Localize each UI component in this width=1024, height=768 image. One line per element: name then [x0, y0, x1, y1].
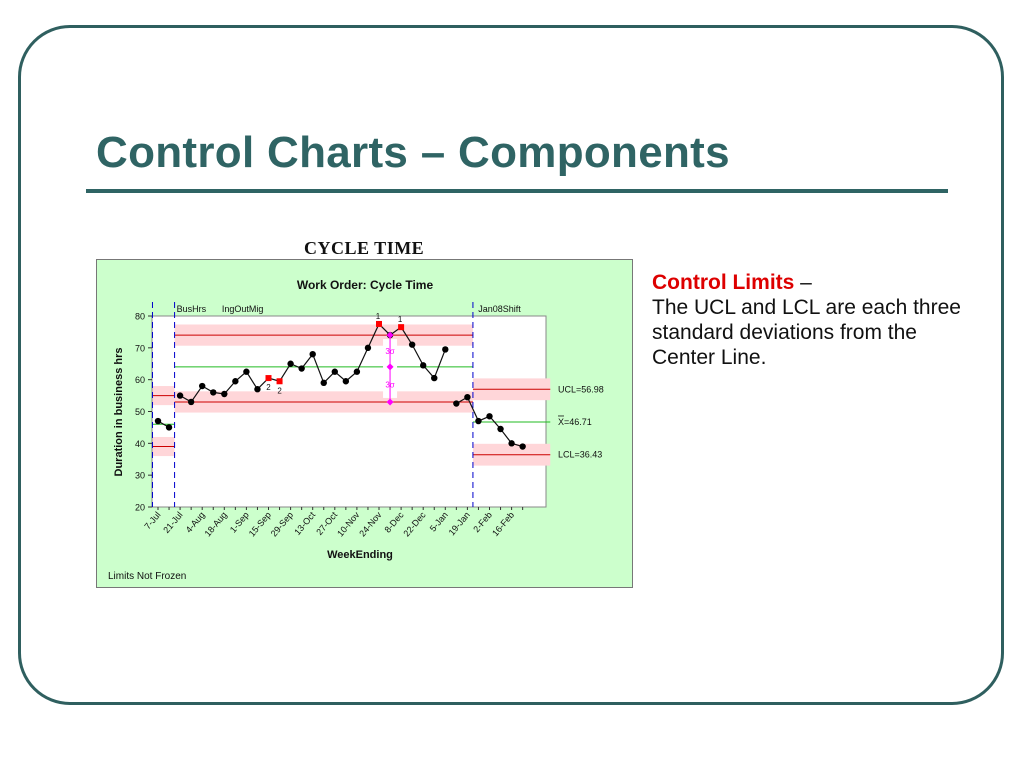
footnote: Limits Not Frozen [108, 571, 186, 582]
out-of-control-point [265, 375, 272, 382]
data-point [475, 417, 482, 425]
data-point [287, 360, 294, 367]
data-point [519, 443, 526, 450]
data-point [497, 425, 504, 433]
sigma-marker [386, 331, 394, 339]
rule-label: 1 [376, 312, 381, 321]
control-chart: Work Order: Cycle Time BusHrs IngOutMig Ja… [96, 259, 633, 588]
rule-label: 1 [398, 315, 403, 324]
data-point [508, 440, 515, 447]
data-point [154, 417, 162, 425]
out-of-control-point [376, 320, 382, 327]
data-point [408, 341, 416, 348]
y-tick-label: 20 [135, 503, 145, 513]
out-of-control-point [276, 378, 283, 385]
data-point [254, 386, 261, 393]
rule-label: 2 [277, 386, 282, 395]
data-point [320, 379, 327, 387]
data-point [187, 398, 195, 406]
y-tick-label: 30 [135, 471, 145, 481]
data-point [176, 392, 184, 399]
center-symbol: X [558, 417, 564, 427]
data-point [210, 389, 217, 396]
data-point [364, 344, 372, 352]
title-rule [86, 189, 948, 193]
rule-label: 2 [266, 383, 271, 392]
data-point [420, 362, 427, 369]
data-point [221, 390, 228, 398]
data-point [353, 368, 361, 375]
center-label: =46.71 [564, 417, 592, 427]
sigma-label: 3σ [385, 380, 394, 389]
ucl-label: UCL=56.98 [558, 384, 604, 394]
data-point [442, 346, 449, 353]
data-point [309, 351, 316, 358]
data-point [331, 368, 338, 375]
data-point [464, 393, 471, 401]
data-point [431, 374, 438, 382]
slide-frame [18, 25, 1004, 705]
data-point [342, 378, 350, 385]
phase-label: IngOutMig [222, 304, 264, 314]
y-axis-label: Duration in business hrs [113, 348, 125, 477]
y-tick-label: 80 [135, 312, 145, 322]
y-tick-label: 50 [135, 407, 145, 417]
x-axis-label: WeekEnding [327, 549, 393, 561]
heading-dash: – [794, 271, 812, 294]
phase-label: BusHrs [177, 304, 207, 314]
sigma-label: 3σ [385, 347, 394, 356]
data-point [199, 382, 206, 390]
sigma-marker [386, 398, 394, 406]
out-of-control-point [398, 324, 405, 331]
control-limits-explanation: Control Limits – The UCL and LCL are eac… [652, 270, 972, 370]
data-point [243, 368, 250, 375]
y-tick-label: 60 [135, 375, 145, 385]
chart-caption: CYCLE TIME [304, 238, 425, 258]
chart-title: Work Order: Cycle Time [297, 278, 434, 292]
data-point [298, 365, 305, 372]
sigma-marker [386, 363, 394, 371]
data-point [486, 413, 493, 420]
data-point [453, 400, 460, 407]
lcl-label: LCL=36.43 [558, 450, 602, 460]
slide-title: Control Charts – Components [96, 128, 730, 177]
y-tick-label: 40 [135, 439, 145, 449]
control-limits-body: The UCL and LCL are each three standard … [652, 296, 961, 369]
control-limits-heading: Control Limits [652, 271, 795, 294]
data-point [165, 424, 173, 431]
data-point [232, 378, 239, 385]
y-tick-label: 70 [135, 343, 145, 353]
phase-label: Jan08Shift [478, 304, 521, 314]
